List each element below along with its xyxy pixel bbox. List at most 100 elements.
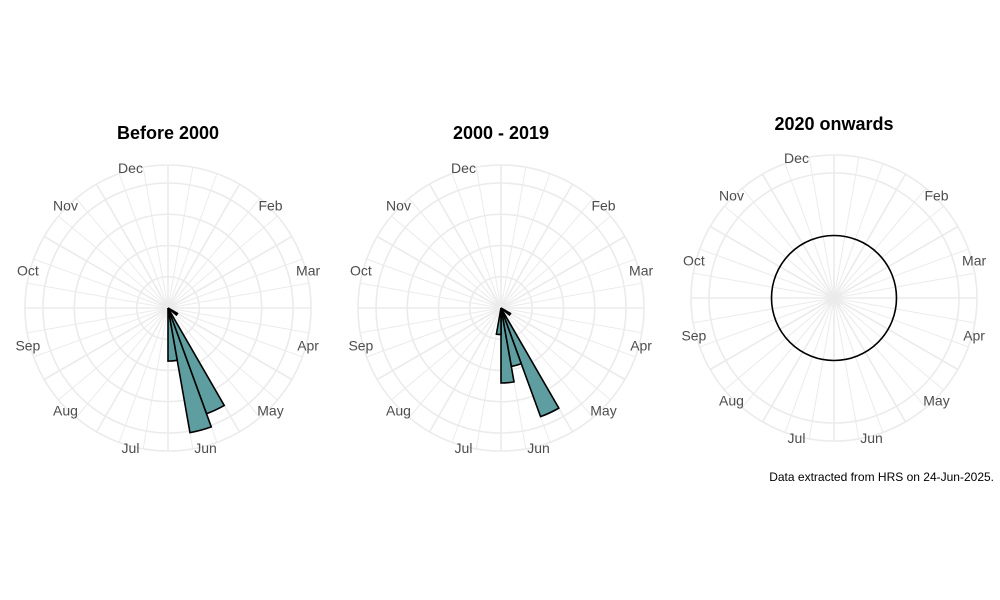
radial-spoke — [833, 225, 959, 299]
radial-spoke — [500, 307, 611, 401]
radial-spoke — [808, 157, 835, 299]
month-label-may: May — [923, 393, 949, 409]
radial-spoke — [833, 297, 975, 324]
month-label-aug: Aug — [53, 403, 78, 419]
month-label-may: May — [257, 403, 283, 419]
radial-spoke — [366, 307, 502, 358]
grid-ring — [406, 213, 596, 403]
radial-spoke — [500, 307, 636, 358]
month-label-jul: Jul — [788, 430, 806, 446]
month-label-nov: Nov — [386, 198, 411, 214]
radial-spoke — [142, 307, 169, 449]
radial-spoke — [451, 307, 502, 443]
reference-circle — [770, 234, 898, 362]
radial-spoke — [833, 157, 860, 299]
radial-spoke — [833, 297, 907, 423]
month-label-apr: Apr — [297, 338, 319, 354]
polar-bar — [167, 307, 213, 434]
radial-spoke — [699, 297, 835, 348]
radial-spoke — [33, 307, 169, 358]
month-label-sep: Sep — [15, 338, 40, 354]
radial-spoke — [833, 248, 969, 299]
month-label-apr: Apr — [630, 338, 652, 354]
radial-spoke — [167, 307, 278, 401]
month-label-jun: Jun — [860, 430, 883, 446]
radial-spoke — [451, 173, 502, 309]
radial-spoke — [833, 205, 944, 299]
radial-spoke — [833, 297, 969, 348]
radial-spoke — [118, 307, 169, 443]
month-label-feb: Feb — [924, 188, 948, 204]
polar-grid — [24, 164, 312, 452]
radial-spoke — [167, 183, 241, 309]
radial-spoke — [693, 272, 835, 299]
radial-spoke — [75, 198, 169, 309]
radial-spoke — [699, 248, 835, 299]
radial-spoke — [43, 235, 169, 309]
radial-spoke — [43, 307, 169, 381]
radial-spoke — [709, 225, 835, 299]
month-label-nov: Nov — [53, 198, 78, 214]
grid-ring — [708, 172, 960, 424]
month-label-oct: Oct — [683, 253, 705, 269]
radial-spoke — [167, 198, 261, 309]
radial-spoke — [391, 215, 502, 309]
month-label-aug: Aug — [386, 403, 411, 419]
month-label-oct: Oct — [17, 263, 39, 279]
radial-spoke — [833, 272, 975, 299]
polar-bar — [500, 307, 560, 418]
panel-title: 2020 onwards — [774, 114, 893, 134]
radial-spoke — [58, 307, 169, 401]
radial-spoke — [741, 188, 835, 299]
month-label-nov: Nov — [719, 188, 744, 204]
radial-spoke — [500, 167, 527, 309]
radial-spoke — [833, 297, 944, 391]
radial-spoke — [833, 297, 860, 439]
radial-spoke — [167, 282, 309, 309]
month-label-feb: Feb — [258, 198, 282, 214]
radial-spoke — [391, 307, 502, 401]
radial-spoke — [500, 173, 551, 309]
radial-spoke — [833, 297, 927, 408]
radial-spoke — [724, 205, 835, 299]
grid-ring — [42, 182, 294, 434]
radial-spoke — [808, 297, 835, 439]
panel-title: Before 2000 — [117, 123, 219, 143]
radial-spoke — [167, 307, 303, 358]
radial-spoke — [118, 173, 169, 309]
grid-ring — [73, 213, 263, 403]
radial-spoke — [360, 282, 502, 309]
radial-spoke — [761, 297, 835, 423]
polar-bar — [500, 307, 515, 384]
radial-spoke — [75, 307, 169, 418]
radial-spoke — [500, 183, 574, 309]
polar-bar — [495, 307, 502, 336]
radial-spoke — [500, 307, 594, 418]
radial-spoke — [142, 167, 169, 309]
radial-spoke — [833, 173, 907, 299]
panel-title: 2000 - 2019 — [453, 123, 549, 143]
month-label-sep: Sep — [348, 338, 373, 354]
radial-spoke — [27, 282, 169, 309]
radial-spoke — [95, 183, 169, 309]
radial-spoke — [475, 167, 502, 309]
outer-ring — [690, 154, 978, 442]
radial-spoke — [167, 258, 303, 309]
month-label-mar: Mar — [962, 253, 986, 269]
month-label-sep: Sep — [681, 328, 706, 344]
month-label-dec: Dec — [784, 150, 809, 166]
month-label-mar: Mar — [629, 263, 653, 279]
radial-spoke — [167, 235, 293, 309]
radial-spoke — [428, 307, 502, 433]
radial-spoke — [167, 173, 218, 309]
radial-spoke — [167, 307, 293, 381]
month-label-jul: Jul — [455, 440, 473, 456]
month-label-jun: Jun — [194, 440, 217, 456]
radial-spoke — [428, 183, 502, 309]
outer-ring — [24, 164, 312, 452]
radial-spoke — [500, 307, 626, 381]
grid-ring — [104, 244, 232, 372]
radial-spoke — [167, 307, 261, 418]
month-label-oct: Oct — [350, 263, 372, 279]
radial-spoke — [376, 235, 502, 309]
